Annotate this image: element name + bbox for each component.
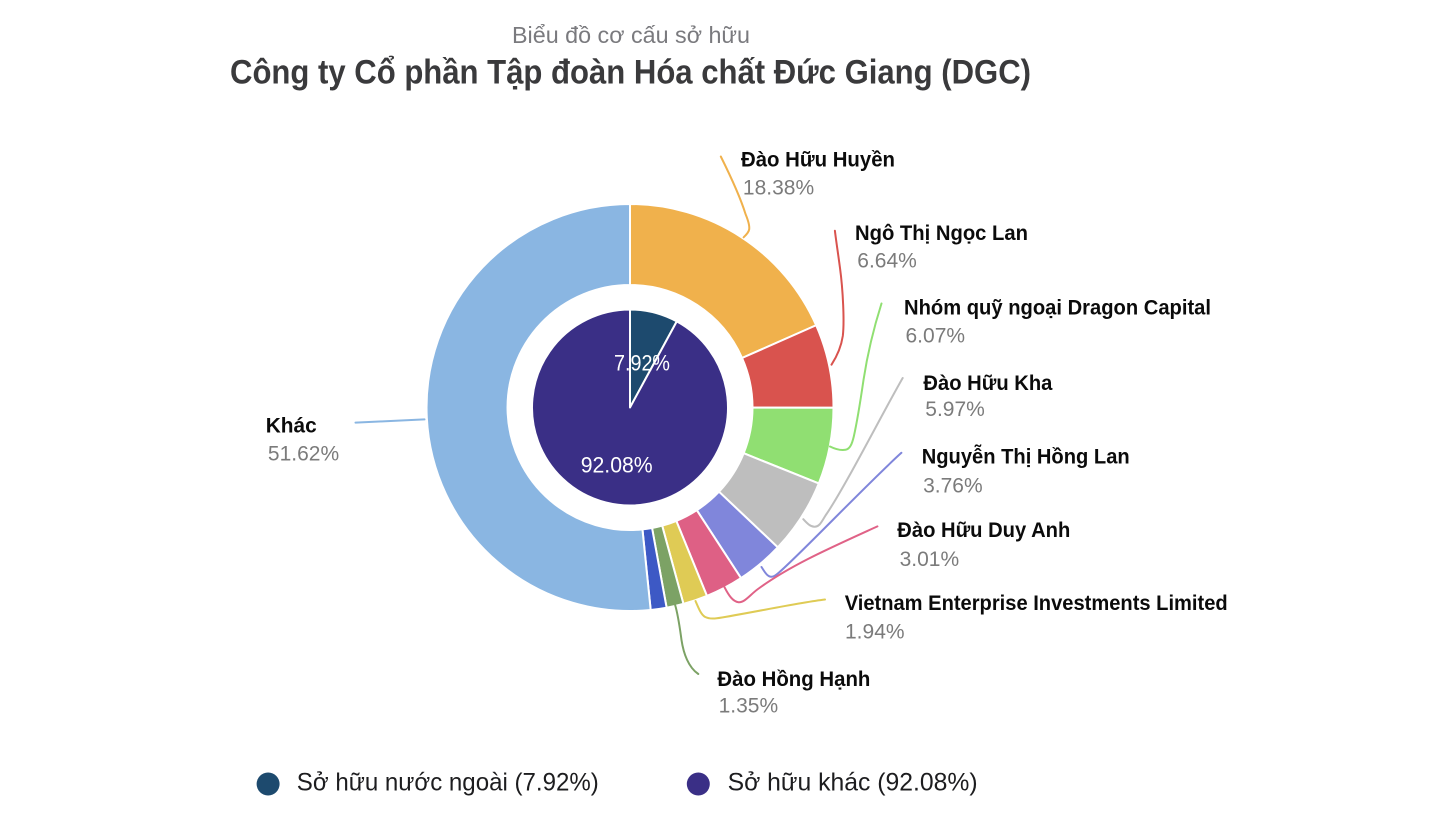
svg-text:6.64%: 6.64% (857, 249, 917, 272)
svg-text:18.38%: 18.38% (743, 176, 814, 199)
svg-text:Nguyễn Thị Hồng Lan: Nguyễn Thị Hồng Lan (922, 445, 1130, 469)
svg-text:51.62%: 51.62% (268, 443, 339, 466)
svg-text:Khác: Khác (266, 414, 317, 437)
svg-text:3.01%: 3.01% (900, 548, 960, 571)
svg-text:1.94%: 1.94% (845, 620, 905, 643)
svg-text:92.08%: 92.08% (581, 453, 653, 478)
svg-text:Đào Hữu Duy Anh: Đào Hữu Duy Anh (897, 519, 1070, 542)
svg-text:Đào Hữu Kha: Đào Hữu Kha (923, 372, 1052, 395)
svg-text:6.07%: 6.07% (906, 324, 966, 347)
svg-text:Đào Hữu Huyền: Đào Hữu Huyền (741, 149, 895, 172)
svg-text:Sở hữu khác (92.08%): Sở hữu khác (92.08%) (728, 769, 978, 797)
svg-text:Công ty Cổ phần Tập đoàn Hóa c: Công ty Cổ phần Tập đoàn Hóa chất Đức Gi… (230, 54, 1031, 92)
svg-text:Biểu đồ cơ cấu sở hữu: Biểu đồ cơ cấu sở hữu (512, 22, 750, 48)
svg-text:3.76%: 3.76% (923, 475, 983, 498)
svg-text:Sở hữu nước ngoài (7.92%): Sở hữu nước ngoài (7.92%) (297, 769, 599, 797)
svg-text:Ngô Thị Ngọc Lan: Ngô Thị Ngọc Lan (855, 222, 1028, 245)
svg-text:Nhóm quỹ ngoại Dragon Capital: Nhóm quỹ ngoại Dragon Capital (904, 296, 1211, 319)
svg-text:1.35%: 1.35% (719, 695, 779, 718)
svg-text:Đào Hồng Hạnh: Đào Hồng Hạnh (717, 668, 870, 691)
svg-text:5.97%: 5.97% (925, 398, 985, 421)
svg-text:Vietnam Enterprise Investments: Vietnam Enterprise Investments Limited (845, 592, 1228, 615)
svg-text:7.92%: 7.92% (614, 350, 670, 375)
